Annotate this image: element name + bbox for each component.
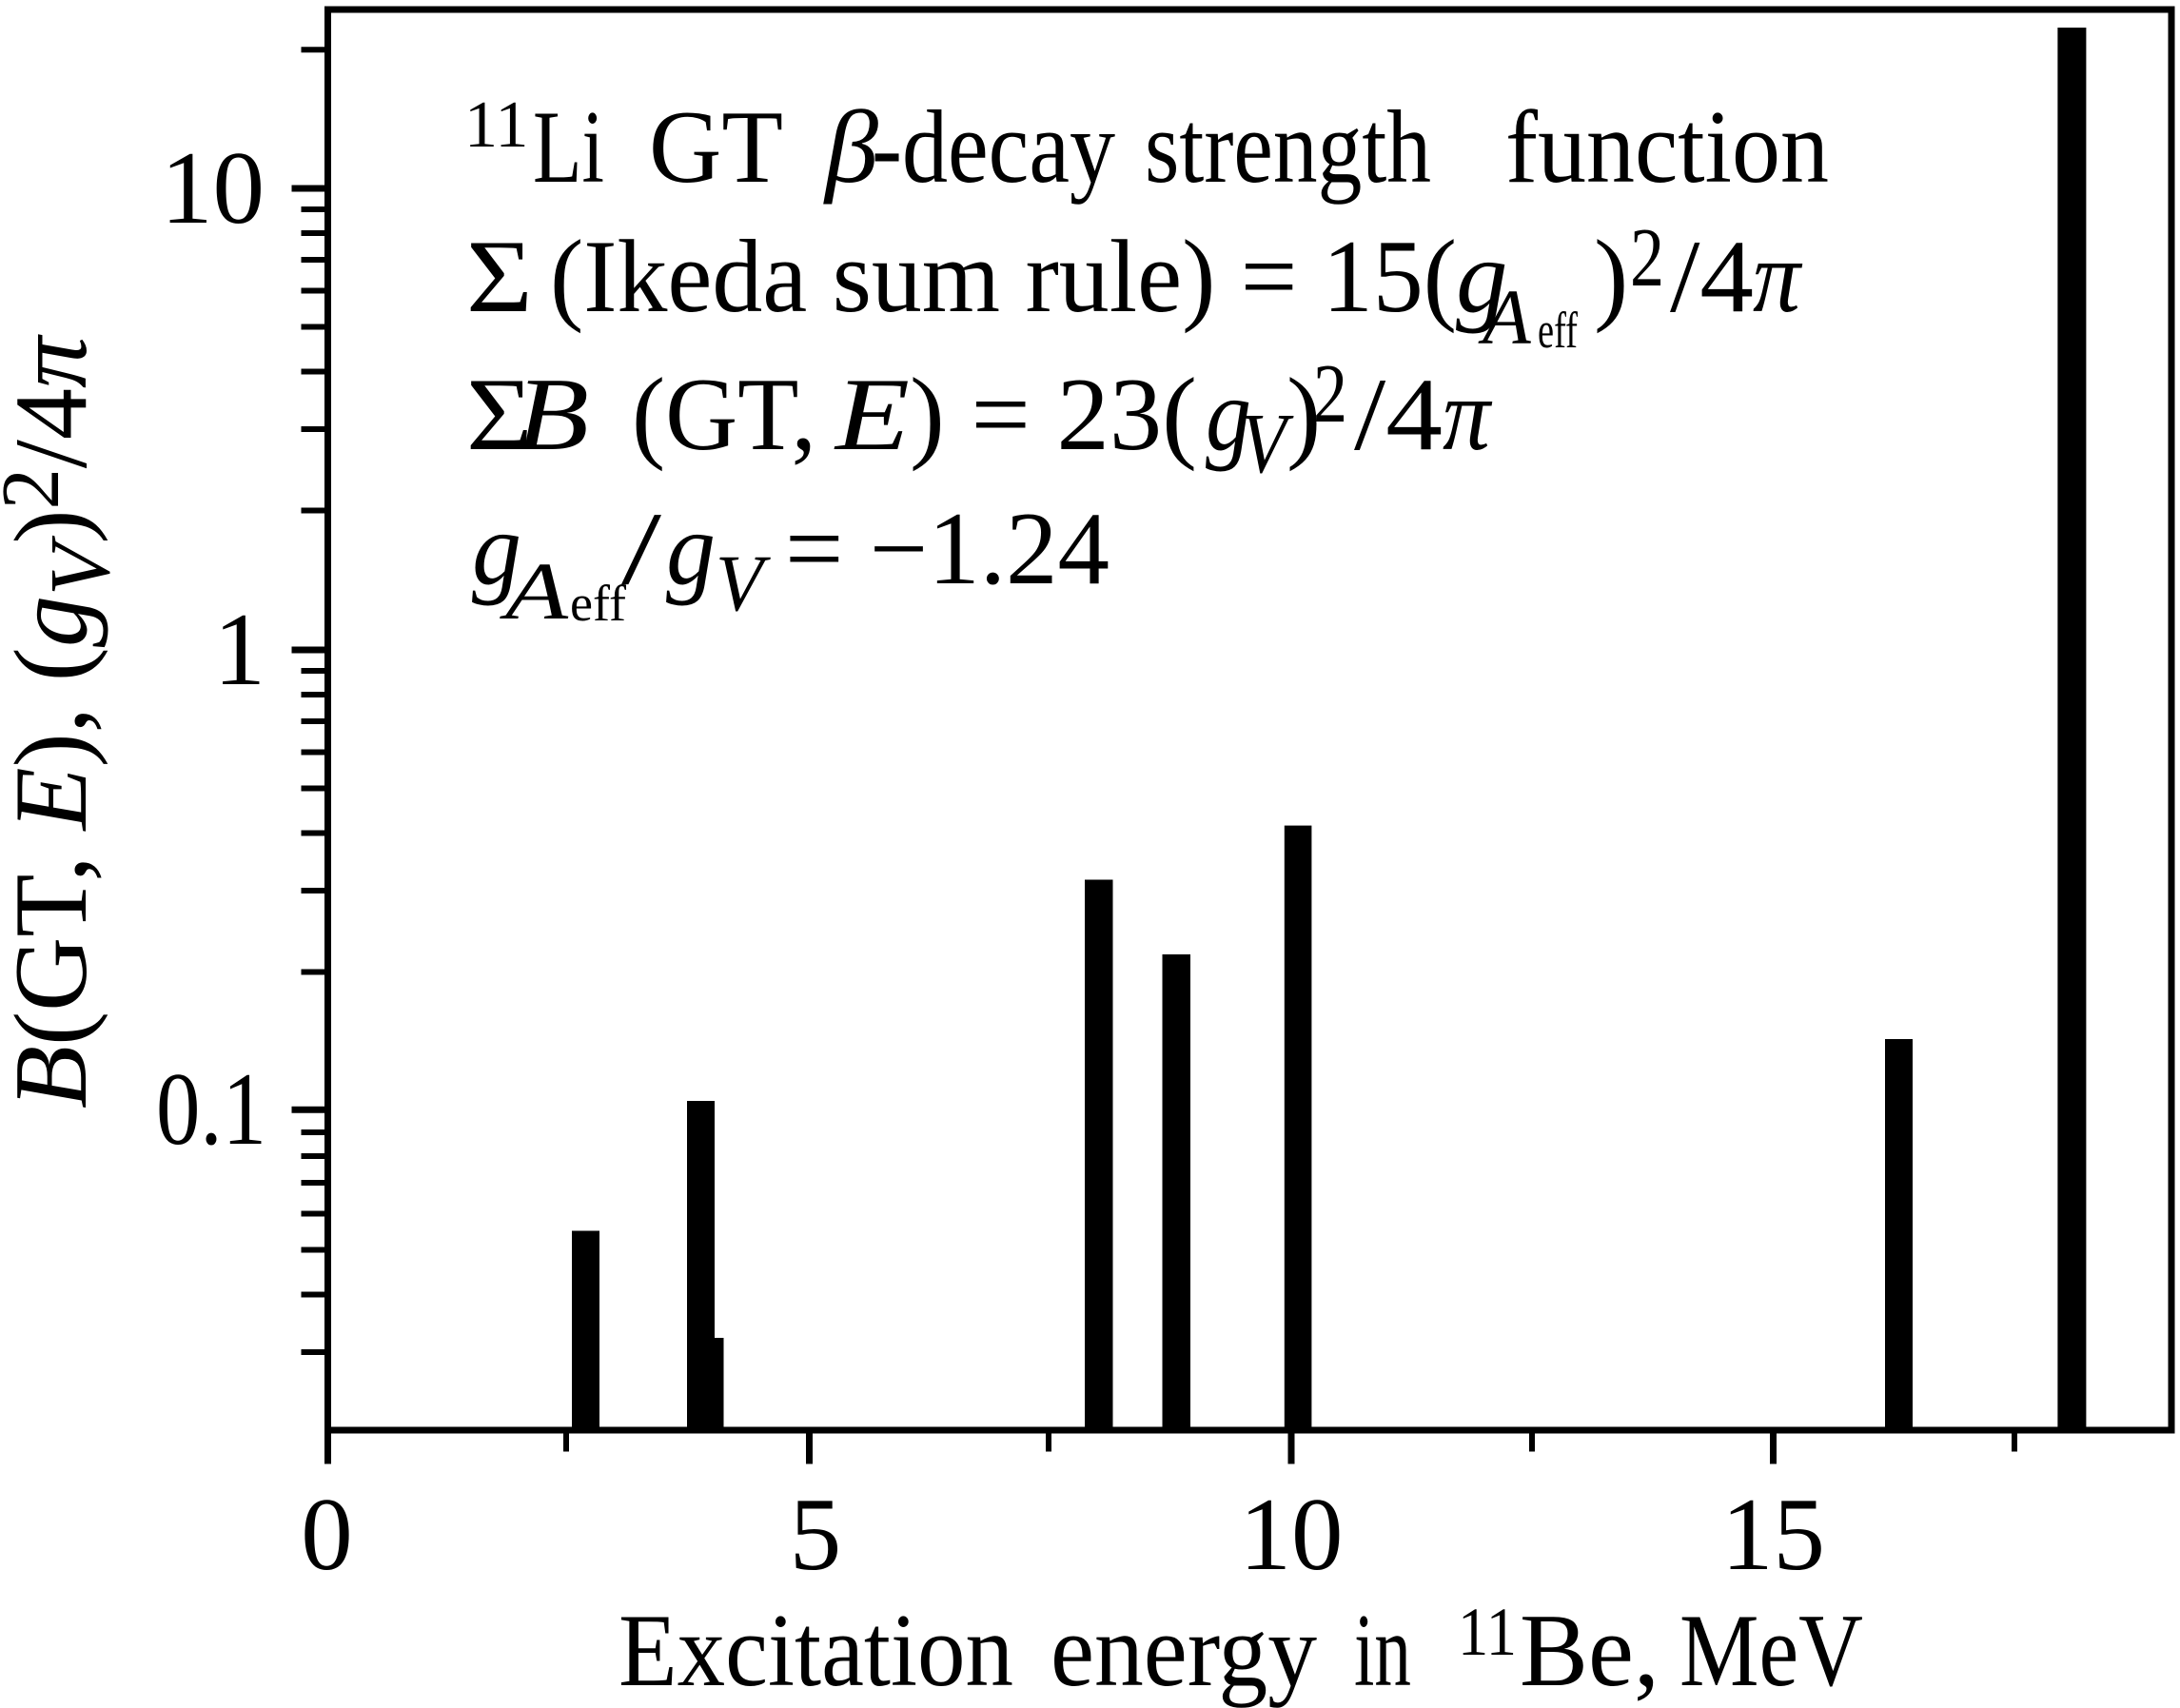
svg-text:Li: Li xyxy=(533,89,604,205)
svg-text:g: g xyxy=(666,491,716,606)
svg-text:): ) xyxy=(1594,219,1628,334)
svg-text:10: 10 xyxy=(1240,1477,1344,1592)
svg-text:GT: GT xyxy=(649,89,783,205)
svg-text:g: g xyxy=(472,491,521,606)
svg-text:strength: strength xyxy=(1145,89,1431,205)
svg-text:g: g xyxy=(1456,219,1508,334)
svg-text:V: V xyxy=(716,539,772,628)
svg-text:) = 23(: ) = 23( xyxy=(910,357,1197,472)
svg-text:g: g xyxy=(1206,357,1251,472)
svg-text:0: 0 xyxy=(301,1477,353,1592)
svg-text:A: A xyxy=(1478,273,1531,361)
svg-text:= −1.24: = −1.24 xyxy=(785,491,1110,606)
svg-text:/4: /4 xyxy=(1354,357,1443,472)
svg-text:B: B xyxy=(516,357,589,472)
svg-text:β: β xyxy=(823,89,879,205)
svg-text:/4: /4 xyxy=(1670,219,1754,334)
svg-text:V: V xyxy=(1241,397,1294,491)
svg-text:11: 11 xyxy=(1458,1594,1517,1670)
svg-text:π: π xyxy=(1443,357,1493,472)
svg-text:Σ: Σ xyxy=(466,219,533,334)
svg-text:11: 11 xyxy=(464,88,528,162)
svg-text:Be,: Be, xyxy=(1520,1593,1660,1708)
svg-text:eff: eff xyxy=(1538,302,1578,359)
svg-text:B(GT, E), (gV)2/4π: B(GT, E), (gV)2/4π xyxy=(0,334,128,1109)
svg-text:MeV: MeV xyxy=(1679,1593,1863,1708)
svg-text:(Ikeda sum rule) = 15(: (Ikeda sum rule) = 15( xyxy=(550,219,1457,334)
svg-text:15: 15 xyxy=(1721,1477,1825,1592)
svg-text:0.1: 0.1 xyxy=(156,1051,266,1167)
svg-text:(GT,: (GT, xyxy=(632,357,816,472)
svg-text:5: 5 xyxy=(790,1477,842,1592)
svg-text:E: E xyxy=(834,357,910,472)
svg-text:eff: eff xyxy=(570,575,626,632)
svg-text:2: 2 xyxy=(1313,348,1347,441)
svg-text:): ) xyxy=(1286,357,1321,472)
svg-text:A: A xyxy=(500,545,569,637)
svg-text:1: 1 xyxy=(214,592,266,707)
svg-text:function: function xyxy=(1505,89,1829,205)
svg-text:/: / xyxy=(621,491,662,606)
svg-text:10: 10 xyxy=(161,130,265,245)
svg-text:Σ: Σ xyxy=(466,357,533,472)
svg-text:2: 2 xyxy=(1630,212,1664,304)
svg-text:Excitation: Excitation xyxy=(619,1593,1013,1708)
svg-text:-decay: -decay xyxy=(872,89,1115,205)
svg-text:in: in xyxy=(1354,1593,1411,1708)
svg-text:energy: energy xyxy=(1051,1593,1317,1708)
svg-text:π: π xyxy=(1753,219,1803,334)
